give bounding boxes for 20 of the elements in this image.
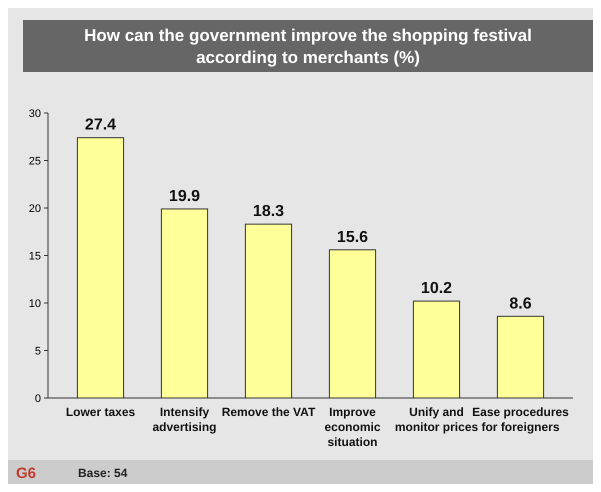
y-tick-label: 15 xyxy=(28,250,41,262)
x-tick-label: Intensify advertising xyxy=(152,405,217,434)
y-tick-label: 10 xyxy=(28,298,41,310)
y-tick-label: 20 xyxy=(28,203,41,215)
text: G6 xyxy=(16,465,36,482)
y-tick-label: 30 xyxy=(28,108,41,120)
data-label: 15.6 xyxy=(336,228,368,246)
data-label: 27.4 xyxy=(84,116,116,134)
data-label: 19.9 xyxy=(168,188,200,205)
x-tick-label: Lower taxes xyxy=(66,405,136,419)
chart-title: How can the government improve the shopping festival according to merchants (%) xyxy=(84,26,532,67)
x-tick-label: Improve economic situation xyxy=(324,405,381,449)
data-label: 18.3 xyxy=(252,203,284,220)
text: Base: 54 xyxy=(78,466,128,480)
data-label: 8.6 xyxy=(509,295,532,312)
data-label: 10.2 xyxy=(420,280,452,298)
y-tick-label: 25 xyxy=(28,156,41,168)
y-tick-label: 0 xyxy=(34,393,41,405)
x-tick-label: Remove the VAT xyxy=(222,405,316,419)
y-tick-label: 5 xyxy=(34,346,41,358)
